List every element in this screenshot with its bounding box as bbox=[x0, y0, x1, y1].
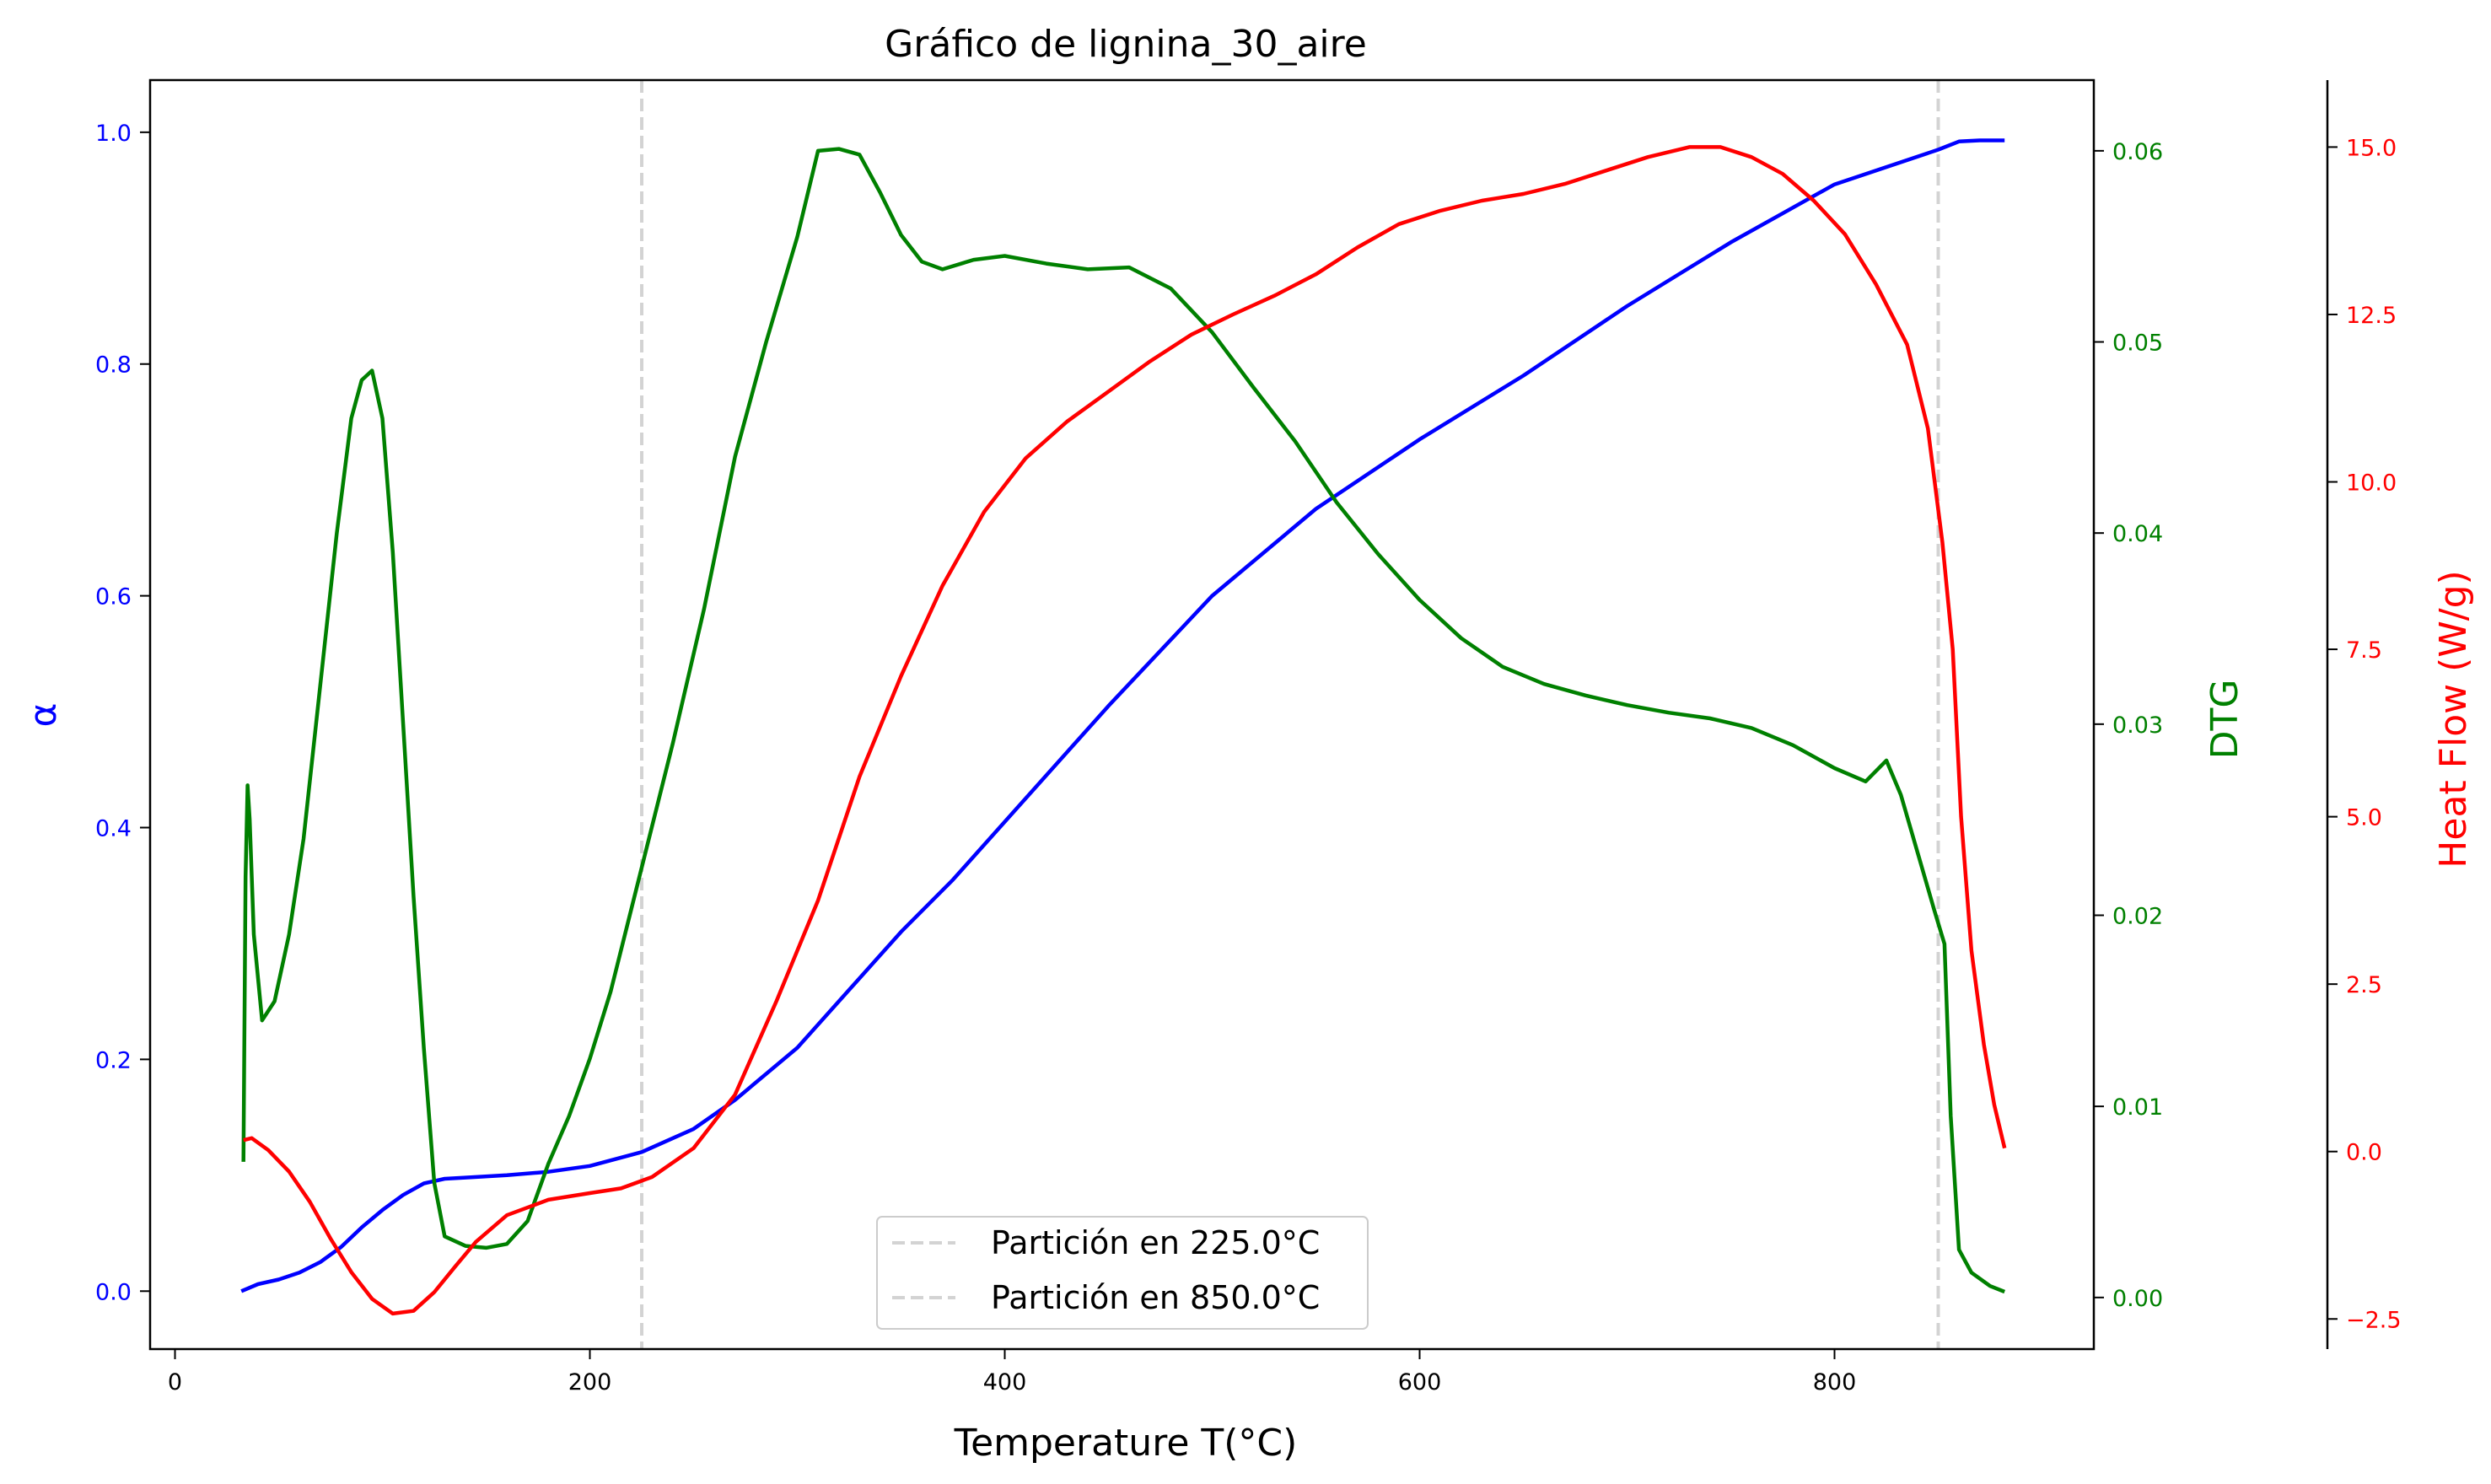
dtg-series-line bbox=[241, 147, 2006, 1294]
dtg-tick-label: 0.04 bbox=[2112, 521, 2163, 547]
heat-tick-label: −2.5 bbox=[2346, 1307, 2402, 1333]
legend-label-partition-2: Partición en 850.0°C bbox=[991, 1279, 1320, 1316]
x-tick-label: 800 bbox=[1813, 1369, 1857, 1395]
legend: Partición en 225.0°C Partición en 850.0°… bbox=[876, 1216, 1369, 1330]
dtg-tick-label: 0.06 bbox=[2112, 139, 2163, 165]
partition-lines bbox=[640, 80, 1940, 1349]
x-tick-label: 200 bbox=[568, 1369, 612, 1395]
heat-tick-label: 5.0 bbox=[2346, 805, 2382, 831]
heat-series-line bbox=[243, 145, 2007, 1316]
legend-box bbox=[876, 1216, 1369, 1330]
alpha-series-line bbox=[240, 138, 2005, 1293]
heat-tick-label: 0.0 bbox=[2346, 1140, 2382, 1166]
x-tick-label: 600 bbox=[1398, 1369, 1442, 1395]
dtg-tick-label: 0.02 bbox=[2112, 903, 2163, 929]
dtg-tick-label: 0.05 bbox=[2112, 331, 2163, 357]
alpha-axis-title: α bbox=[22, 702, 65, 727]
alpha-tick-label: 0.0 bbox=[95, 1279, 132, 1305]
plot-area-border bbox=[148, 78, 2096, 1351]
alpha-tick-label: 0.4 bbox=[95, 816, 132, 842]
chart-title: Gráfico de lignina_30_aire bbox=[885, 23, 1367, 66]
plot-frame bbox=[148, 78, 2329, 1351]
heat-tick-label: 7.5 bbox=[2346, 637, 2382, 664]
x-tick-label: 0 bbox=[168, 1369, 182, 1395]
axis-ticks: 0 200 400 600 8000.00.20.40.60.81.00.000.010… bbox=[95, 121, 2402, 1395]
legend-label-partition-1: Partición en 225.0°C bbox=[991, 1224, 1320, 1261]
dtg-tick-label: 0.00 bbox=[2112, 1286, 2163, 1312]
alpha-tick-label: 0.6 bbox=[95, 584, 132, 610]
dtg-tick-label: 0.01 bbox=[2112, 1094, 2163, 1121]
alpha-tick-label: 0.8 bbox=[95, 352, 132, 379]
heat-tick-label: 2.5 bbox=[2346, 972, 2382, 998]
x-axis-title: Temperature T(°C) bbox=[954, 1422, 1298, 1465]
heat-tick-label: 15.0 bbox=[2346, 135, 2397, 161]
series-lines bbox=[240, 138, 2007, 1316]
x-tick-label: 400 bbox=[983, 1369, 1027, 1395]
heat-axis-title: Heat Flow (W/g) bbox=[2432, 570, 2475, 868]
heat-tick-label: 10.0 bbox=[2346, 470, 2397, 497]
alpha-tick-label: 0.2 bbox=[95, 1047, 132, 1073]
dtg-tick-label: 0.03 bbox=[2112, 712, 2163, 739]
heat-tick-label: 12.5 bbox=[2346, 303, 2397, 329]
dtg-axis-title: DTG bbox=[2203, 680, 2246, 760]
alpha-tick-label: 1.0 bbox=[95, 121, 132, 147]
